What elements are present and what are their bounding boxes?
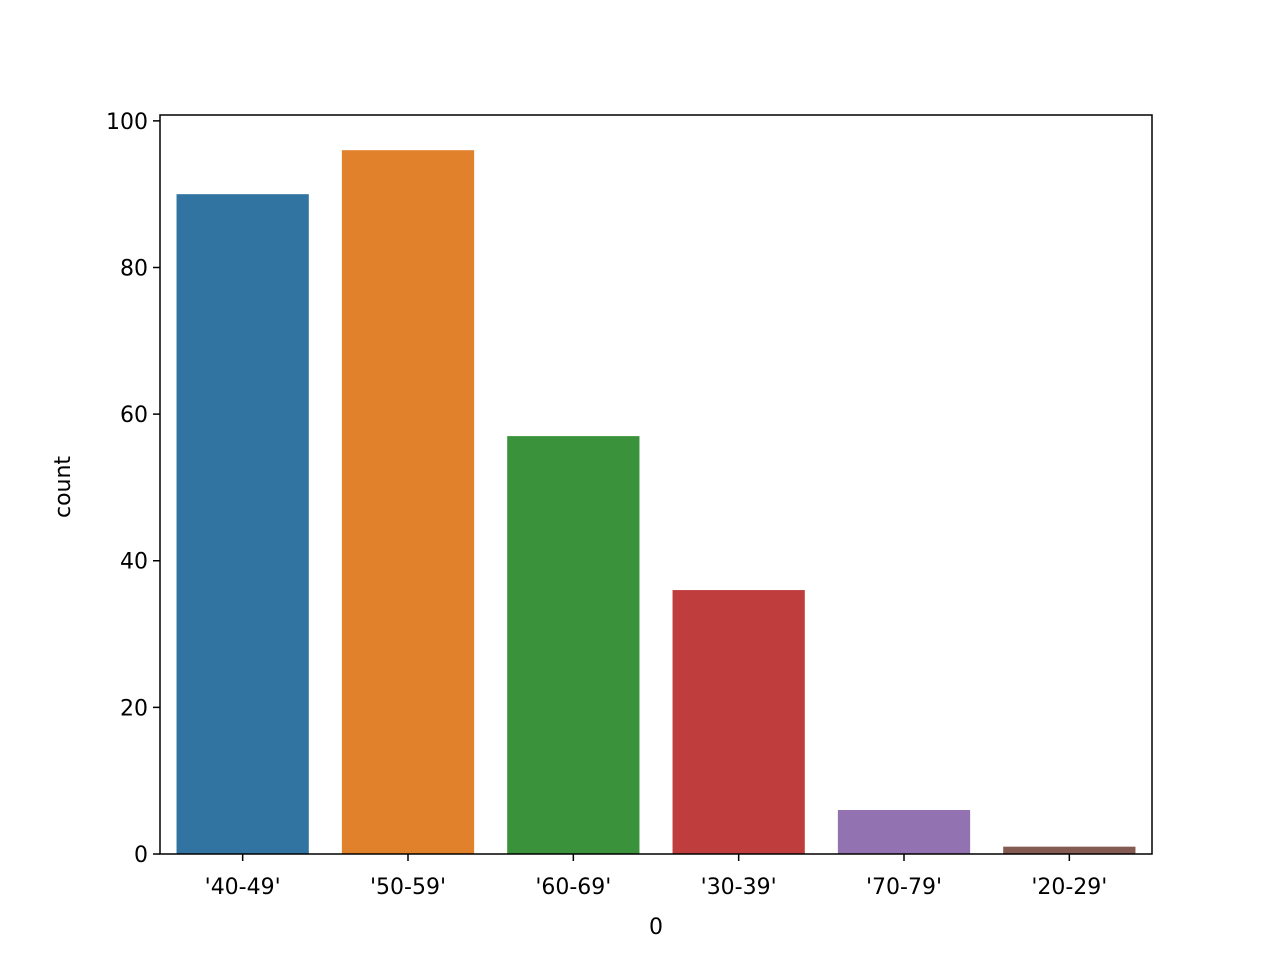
bar (1003, 846, 1136, 854)
y-tick-label: 60 (120, 403, 148, 428)
x-tick-label: '30-39' (701, 875, 777, 900)
y-tick-label: 40 (120, 550, 148, 575)
x-axis-label: 0 (649, 915, 663, 940)
bar (672, 590, 805, 854)
x-tick-label: '20-29' (1031, 875, 1107, 900)
y-tick-label: 0 (134, 843, 148, 868)
x-tick-label: '50-59' (370, 875, 446, 900)
bar (176, 194, 309, 854)
bar (507, 436, 640, 854)
plot-frame (159, 114, 1153, 855)
bar (341, 150, 475, 854)
y-tick-label: 20 (120, 696, 148, 721)
y-tick-label: 80 (120, 256, 148, 281)
y-axis-label: count (51, 456, 76, 518)
y-tick-label: 100 (106, 110, 148, 135)
x-tick-label: '60-69' (535, 875, 611, 900)
x-tick-label: '70-79' (866, 875, 942, 900)
x-tick-label: '40-49' (205, 875, 281, 900)
bar (837, 810, 971, 854)
